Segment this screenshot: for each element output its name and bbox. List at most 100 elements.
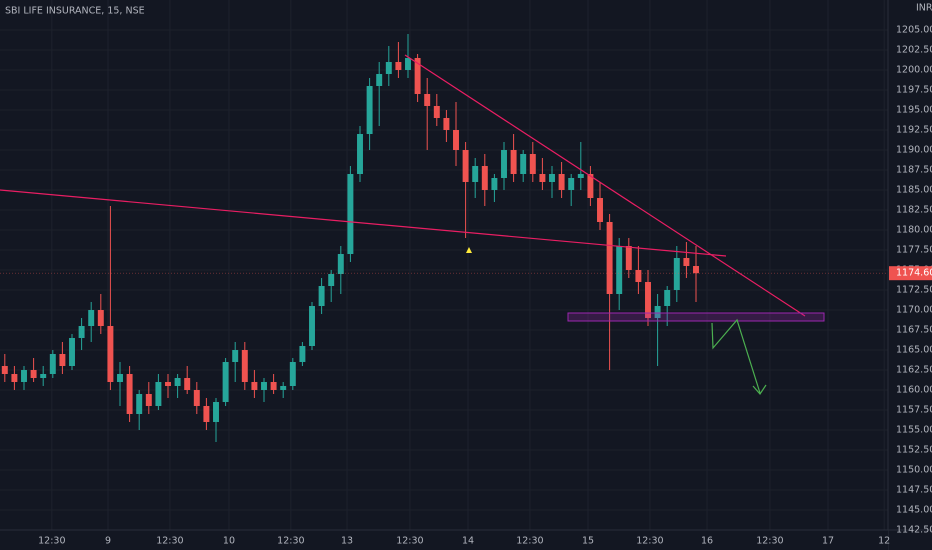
candle-body bbox=[693, 266, 699, 274]
y-tick-label: 1162.50 bbox=[896, 365, 932, 376]
currency: INR bbox=[916, 3, 932, 14]
y-tick-label: 1195.00 bbox=[896, 105, 932, 116]
candle-body bbox=[318, 286, 325, 306]
projection-arrow bbox=[711, 318, 761, 394]
y-tick-label: 1187.50 bbox=[896, 165, 932, 176]
candle-body bbox=[683, 258, 690, 266]
candle-body bbox=[97, 310, 104, 326]
candle-body bbox=[606, 222, 613, 294]
candle-body bbox=[481, 166, 488, 190]
candle-body bbox=[587, 174, 594, 198]
x-tick-label: 16 bbox=[701, 536, 713, 547]
y-tick-label: 1185.00 bbox=[896, 185, 932, 196]
candle-body bbox=[376, 74, 383, 86]
candle-body bbox=[40, 374, 47, 378]
support-zone bbox=[567, 312, 825, 322]
last-price-label: 1174.60 bbox=[896, 268, 932, 279]
candle-body bbox=[443, 118, 450, 130]
y-tick-label: 1180.00 bbox=[896, 225, 932, 236]
y-tick-label: 1165.00 bbox=[896, 345, 932, 356]
y-tick-label: 1170.00 bbox=[896, 305, 932, 316]
candle-body bbox=[261, 382, 267, 390]
candle-body bbox=[213, 402, 219, 422]
arrow-head bbox=[752, 384, 767, 395]
candle-body bbox=[1, 366, 8, 374]
candle-body bbox=[184, 378, 191, 390]
candle-body bbox=[568, 178, 575, 190]
candle-body bbox=[433, 106, 440, 118]
y-tick-label: 1190.00 bbox=[896, 145, 932, 156]
candle-body bbox=[203, 406, 210, 422]
candle-body bbox=[501, 150, 507, 178]
time-axis bbox=[0, 530, 888, 550]
trend-line bbox=[0, 189, 727, 257]
candle-body bbox=[117, 374, 123, 382]
candle-body bbox=[107, 326, 114, 382]
y-tick-label: 1202.50 bbox=[896, 45, 932, 56]
y-tick-label: 1192.50 bbox=[896, 125, 932, 136]
candle-body bbox=[510, 150, 517, 174]
candle-body bbox=[491, 178, 498, 190]
candle-body bbox=[424, 94, 431, 106]
marker bbox=[466, 247, 472, 253]
candle-body bbox=[30, 370, 37, 378]
candle-body bbox=[136, 394, 143, 414]
candle-body bbox=[520, 154, 527, 174]
x-tick-label: 12:30 bbox=[636, 536, 663, 547]
candle-body bbox=[251, 382, 258, 390]
candle-body bbox=[357, 134, 363, 174]
trend-line bbox=[404, 54, 806, 317]
candle-body bbox=[232, 350, 239, 362]
candle-body bbox=[145, 394, 152, 406]
candle-body bbox=[664, 290, 671, 306]
axes: 1142.50 1145.00 1147.50 1150.00 1152.50 1155.… bbox=[0, 25, 932, 547]
x-tick-label: 12:30 bbox=[396, 536, 423, 547]
y-tick-label: 1200.00 bbox=[896, 65, 932, 76]
y-tick-label: 1160.00 bbox=[896, 385, 932, 396]
x-tick-label: 12:30 bbox=[38, 536, 65, 547]
y-tick-label: 1177.50 bbox=[896, 245, 932, 256]
x-tick-label: 12:30 bbox=[516, 536, 543, 547]
y-tick-label: 1197.50 bbox=[896, 85, 932, 96]
candle-body bbox=[395, 62, 402, 70]
last-price-box bbox=[889, 266, 932, 281]
y-tick-label: 1152.50 bbox=[896, 445, 932, 456]
candle-body bbox=[241, 350, 248, 382]
candle-body bbox=[558, 174, 565, 190]
y-tick-label: 1182.50 bbox=[896, 205, 932, 216]
candle-body bbox=[78, 326, 85, 338]
drawings bbox=[0, 54, 825, 395]
candle-body bbox=[328, 274, 335, 286]
candle-body bbox=[126, 374, 133, 414]
x-tick-label: 12:30 bbox=[156, 536, 183, 547]
candle-body bbox=[673, 258, 680, 290]
candle-body bbox=[539, 174, 546, 182]
candle-body bbox=[289, 362, 296, 386]
candle-body bbox=[635, 270, 642, 282]
candle-body bbox=[597, 198, 603, 222]
candle-body bbox=[11, 374, 18, 382]
candle-body bbox=[405, 58, 411, 70]
y-tick-label: 1145.00 bbox=[896, 505, 932, 516]
x-tick-label: 14 bbox=[462, 536, 474, 547]
candle-body bbox=[549, 174, 555, 182]
x-tick-label: 12:30 bbox=[277, 536, 304, 547]
candle-body bbox=[59, 354, 66, 366]
y-tick-label: 1142.50 bbox=[896, 525, 932, 536]
candle-body bbox=[645, 282, 651, 318]
candle-body bbox=[366, 86, 373, 134]
x-tick-label: 10 bbox=[223, 536, 235, 547]
candle-body bbox=[174, 378, 181, 386]
y-tick-label: 1147.50 bbox=[896, 485, 932, 496]
candle-body bbox=[280, 386, 287, 390]
y-tick-label: 1172.50 bbox=[896, 285, 932, 296]
candle-body bbox=[193, 390, 200, 406]
y-tick-label: 1150.00 bbox=[896, 465, 932, 476]
candle-body bbox=[577, 174, 584, 178]
candle-body bbox=[414, 58, 421, 94]
candle-body bbox=[616, 246, 623, 294]
y-tick-label: 1155.00 bbox=[896, 425, 932, 436]
grid bbox=[51, 0, 885, 530]
